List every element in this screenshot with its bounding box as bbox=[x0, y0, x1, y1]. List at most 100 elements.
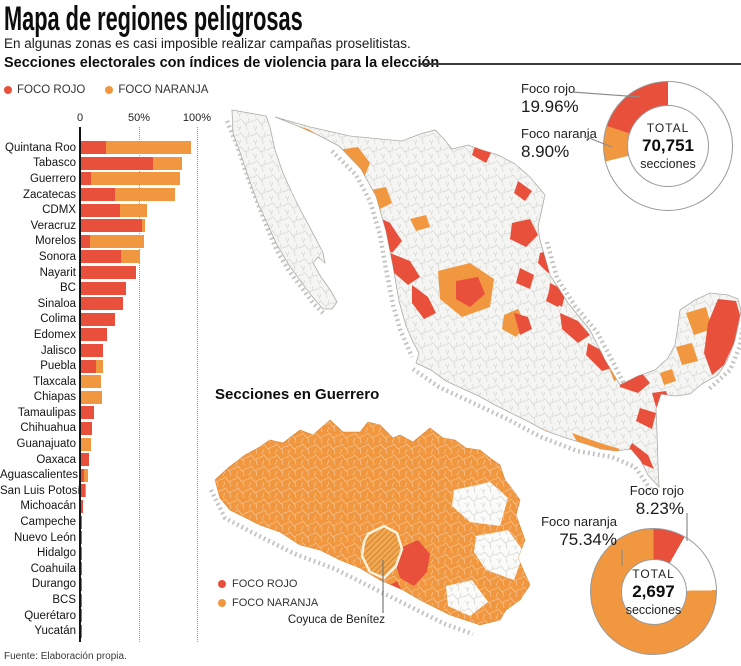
bar-segment-naranja bbox=[114, 188, 175, 202]
total-unit: secciones bbox=[625, 602, 682, 617]
bar-track bbox=[81, 437, 91, 451]
bar-segment-rojo bbox=[81, 234, 91, 248]
bar-segment-naranja bbox=[90, 172, 180, 186]
bar-track bbox=[81, 188, 175, 202]
bar-track bbox=[81, 499, 84, 513]
bar-label: Veracruz bbox=[30, 219, 76, 232]
legend-item-rojo: FOCO ROJO bbox=[4, 84, 85, 96]
guerrero-donut-ring bbox=[590, 528, 717, 655]
bar-track bbox=[81, 203, 148, 217]
bar-row: Yucatán bbox=[0, 623, 232, 639]
bar-track bbox=[81, 141, 191, 155]
bar-track bbox=[81, 172, 180, 186]
baja-texture bbox=[232, 110, 337, 309]
bar-row: Campeche bbox=[0, 514, 232, 530]
bar-label: Nuevo León bbox=[13, 531, 76, 544]
section-heading: Secciones electorales con índices de vio… bbox=[4, 55, 440, 71]
bar-label: Querétaro bbox=[24, 609, 76, 622]
guerrero-donut-chart: TOTAL 2,697 secciones bbox=[590, 528, 717, 655]
bar-segment-naranja bbox=[119, 203, 148, 217]
bar-segment-rojo bbox=[81, 219, 143, 233]
bar-label: Edomex bbox=[33, 328, 76, 341]
guerrero-map bbox=[208, 419, 531, 637]
bar-label: BC bbox=[60, 282, 76, 295]
bar-track bbox=[81, 421, 92, 435]
bar-row: BCS bbox=[0, 592, 232, 608]
bar-row: Sinaloa bbox=[0, 296, 232, 312]
label-value: 75.34% bbox=[559, 529, 617, 549]
bar-row: Quintana Roo bbox=[0, 140, 232, 156]
chart-legend: FOCO ROJO FOCO NARANJA bbox=[4, 84, 208, 96]
label-name: Foco rojo bbox=[629, 483, 684, 498]
bar-label: BCS bbox=[52, 594, 76, 607]
x-tick-0: 0 bbox=[76, 112, 84, 124]
bar-row: Chiapas bbox=[0, 390, 232, 406]
guerrero-donut-center: TOTAL 2,697 secciones bbox=[620, 558, 687, 625]
bar-segment-rojo bbox=[81, 328, 108, 342]
national-donut-center: TOTAL 70,751 secciones bbox=[627, 105, 709, 187]
bar-segment-rojo bbox=[81, 250, 122, 264]
bar-row: Nuevo León bbox=[0, 530, 232, 546]
bar-track bbox=[81, 484, 87, 498]
bar-row: San Luis Potosí bbox=[0, 483, 232, 499]
bar-segment-naranja bbox=[105, 141, 191, 155]
bar-segment-naranja bbox=[85, 484, 87, 498]
bar-segment-naranja bbox=[81, 375, 102, 389]
y-axis-line bbox=[79, 127, 81, 642]
bar-label: Sonora bbox=[38, 250, 76, 263]
bar-track bbox=[81, 531, 82, 545]
header-divider bbox=[420, 63, 741, 65]
states-bar-chart: 0 50% 100% Quintana Roo Tabasco Guerrero Za… bbox=[0, 112, 232, 652]
label-name: Foco rojo bbox=[521, 81, 576, 96]
bar-label: San Luis Potosí bbox=[0, 484, 81, 497]
legend-item-naranja: FOCO NARANJA bbox=[105, 84, 208, 96]
bar-segment-naranja bbox=[96, 359, 103, 373]
bar-track bbox=[81, 234, 144, 248]
red-dot-icon bbox=[4, 86, 12, 94]
gridline-100 bbox=[197, 127, 198, 642]
bar-label: Guerrero bbox=[29, 172, 76, 185]
bar-segment-naranja bbox=[81, 390, 103, 404]
total-label: TOTAL bbox=[632, 566, 675, 581]
bar-row: Hidalgo bbox=[0, 545, 232, 561]
bar-track bbox=[81, 219, 145, 233]
bar-row: Tabasco bbox=[0, 156, 232, 172]
bar-segment-rojo bbox=[81, 266, 136, 280]
legend-label-rojo: FOCO ROJO bbox=[17, 84, 86, 96]
bar-row: Querétaro bbox=[0, 608, 232, 624]
bar-row: BC bbox=[0, 280, 232, 296]
bar-row: Puebla bbox=[0, 358, 232, 374]
bar-row: Durango bbox=[0, 577, 232, 593]
bar-segment-rojo bbox=[81, 344, 103, 358]
bar-label: Tamaulipas bbox=[17, 406, 76, 419]
bar-row: Guerrero bbox=[0, 171, 232, 187]
bar-segment-naranja bbox=[81, 437, 91, 451]
source-note: Fuente: Elaboración propia. bbox=[4, 651, 127, 662]
bar-label: Yucatán bbox=[34, 625, 76, 638]
bar-row: Coahuila bbox=[0, 561, 232, 577]
bar-label: Tabasco bbox=[33, 157, 76, 170]
bar-label: Chihuahua bbox=[20, 422, 76, 435]
bar-segment-rojo bbox=[81, 297, 124, 311]
bar-segment-rojo bbox=[81, 141, 106, 155]
bar-row: Aguascalientes bbox=[0, 467, 232, 483]
bar-row: Edomex bbox=[0, 327, 232, 343]
coast-hatching bbox=[224, 120, 741, 495]
bar-label: Oaxaca bbox=[36, 453, 76, 466]
label-name: Foco naranja bbox=[541, 514, 617, 529]
bar-segment-rojo bbox=[81, 499, 84, 513]
bar-label: Morelos bbox=[35, 235, 76, 248]
label-value: 19.96% bbox=[521, 96, 579, 116]
bar-row: Chihuahua bbox=[0, 421, 232, 437]
bar-segment-rojo bbox=[81, 172, 91, 186]
gridline-50 bbox=[139, 127, 140, 642]
guerrero-legend-label-naranja: FOCO NARANJA bbox=[232, 596, 319, 609]
page-title: Mapa de regiones peligrosas bbox=[4, 0, 303, 38]
bar-track bbox=[81, 468, 89, 482]
bar-row: Tamaulipas bbox=[0, 405, 232, 421]
bar-segment-rojo bbox=[81, 468, 84, 482]
bar-row: Oaxaca bbox=[0, 452, 232, 468]
bar-row: Nayarit bbox=[0, 265, 232, 281]
guerrero-legend-item-rojo: FOCO ROJO bbox=[218, 574, 318, 593]
